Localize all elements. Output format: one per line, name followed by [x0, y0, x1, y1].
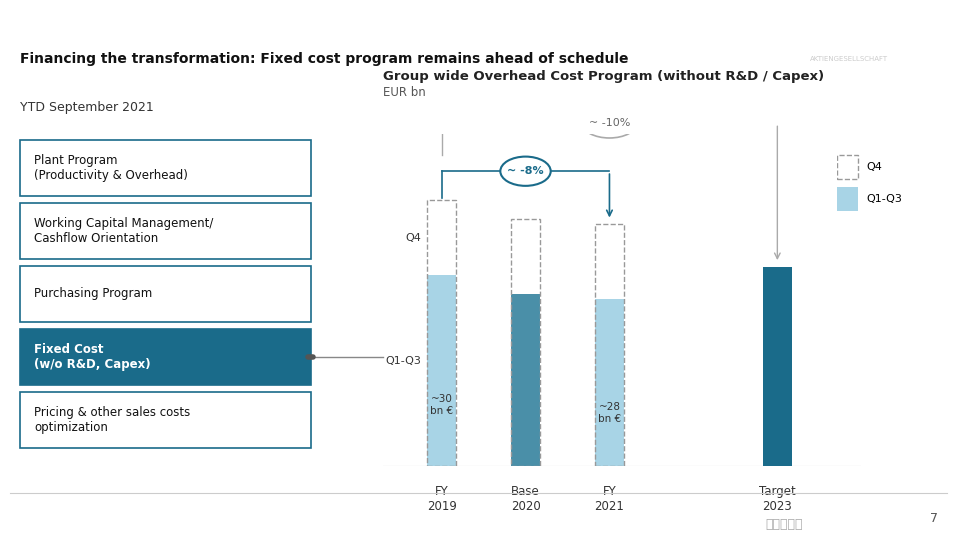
Bar	[427, 200, 456, 275]
FancyBboxPatch shape	[20, 203, 311, 259]
Text: Q4: Q4	[405, 233, 421, 243]
Ellipse shape	[501, 157, 550, 186]
Text: Base
2020: Base 2020	[511, 485, 541, 513]
Text: Q4: Q4	[866, 162, 882, 172]
Bar	[837, 187, 858, 211]
Text: Financing the transformation: Fixed cost program remains ahead of schedule: Financing the transformation: Fixed cost…	[20, 52, 629, 66]
Bar	[763, 267, 792, 466]
Text: 7: 7	[930, 512, 938, 525]
Bar	[837, 154, 858, 179]
Text: FY
2021: FY 2021	[594, 485, 624, 513]
Text: Group wide Overhead Cost Program (without R&D / Capex): Group wide Overhead Cost Program (withou…	[383, 70, 824, 83]
FancyBboxPatch shape	[20, 140, 311, 196]
Text: Plant Program
(Productivity & Overhead): Plant Program (Productivity & Overhead)	[34, 154, 189, 182]
Bar	[427, 275, 456, 466]
Text: VOLKSWAGEN: VOLKSWAGEN	[800, 28, 899, 41]
Text: Fixed Cost
(w/o R&D, Capex): Fixed Cost (w/o R&D, Capex)	[34, 343, 151, 371]
Bar	[594, 225, 624, 466]
Bar	[427, 200, 456, 466]
FancyBboxPatch shape	[20, 266, 311, 322]
Text: Pricing & other sales costs
optimization: Pricing & other sales costs optimization	[34, 406, 190, 434]
Text: Purchasing Program: Purchasing Program	[34, 287, 152, 300]
Text: EUR bn: EUR bn	[383, 86, 426, 99]
Bar	[511, 219, 540, 294]
Text: ~28
bn €: ~28 bn €	[598, 402, 621, 423]
FancyBboxPatch shape	[20, 392, 311, 448]
Text: Working Capital Management/
Cashflow Orientation: Working Capital Management/ Cashflow Ori…	[34, 217, 213, 245]
Text: ~ -8%: ~ -8%	[507, 166, 544, 176]
Text: ~30
bn €: ~30 bn €	[430, 394, 453, 416]
Text: Q1-Q3: Q1-Q3	[385, 356, 421, 366]
Text: Q1-Q3: Q1-Q3	[866, 194, 901, 204]
Bar	[511, 294, 540, 466]
FancyBboxPatch shape	[20, 329, 311, 385]
Text: ~ -10%: ~ -10%	[589, 118, 630, 128]
Text: Target
2023: Target 2023	[759, 485, 795, 513]
Bar	[594, 299, 624, 466]
Text: FY
2019: FY 2019	[427, 485, 456, 513]
Text: AKTIENGESELLSCHAFT: AKTIENGESELLSCHAFT	[811, 56, 888, 62]
Ellipse shape	[582, 109, 636, 138]
Text: YTD September 2021: YTD September 2021	[20, 101, 154, 114]
Bar	[511, 219, 540, 466]
Bar	[594, 225, 624, 299]
Text: 流动的汽车: 流动的汽车	[766, 518, 803, 531]
